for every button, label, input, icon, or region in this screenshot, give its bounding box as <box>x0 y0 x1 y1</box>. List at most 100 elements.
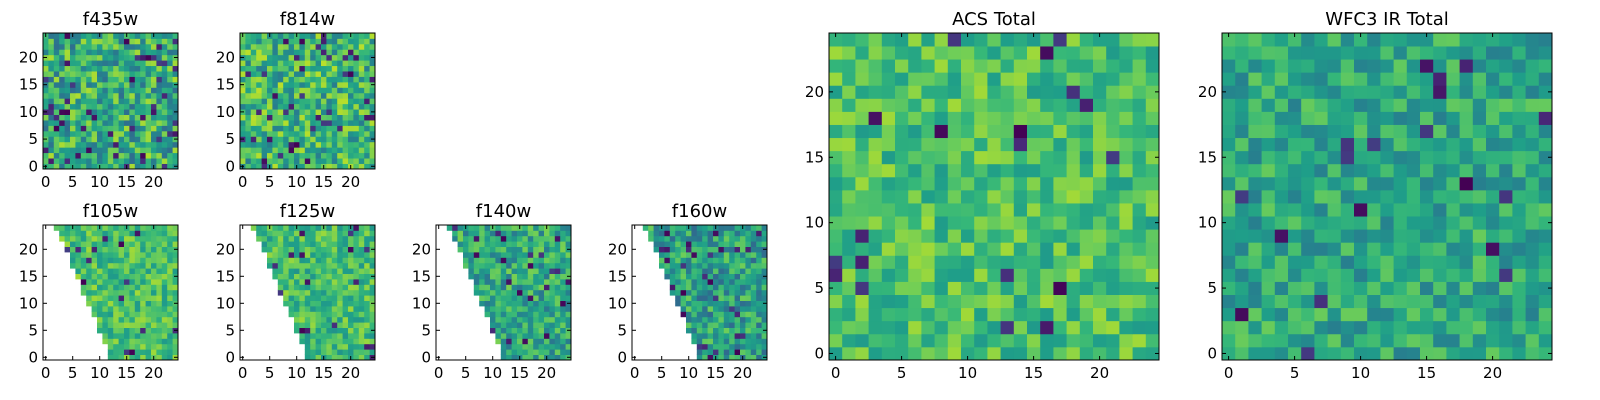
heatmap-cell <box>310 235 316 242</box>
heatmap-cell <box>1027 46 1041 60</box>
heatmap-cell <box>304 246 311 253</box>
y-tick-label: 10 <box>216 294 235 312</box>
heatmap-cell <box>161 306 168 312</box>
heatmap-cell <box>348 273 354 280</box>
heatmap-cell <box>48 81 55 88</box>
heatmap-cell <box>921 189 935 204</box>
heatmap-cell <box>1274 85 1289 99</box>
heatmap-cell <box>358 60 365 67</box>
x-tick-label: 10 <box>287 364 306 382</box>
heatmap-cell <box>1486 281 1500 295</box>
x-tick-label: 15 <box>1417 364 1436 382</box>
heatmap-cell <box>1040 150 1054 165</box>
heatmap-cell <box>1327 203 1342 217</box>
heatmap-cell <box>118 76 125 83</box>
heatmap-cell <box>829 281 843 295</box>
heatmap-cell <box>750 349 757 355</box>
heatmap-cell <box>707 316 714 323</box>
heatmap-cell <box>1222 307 1236 322</box>
heatmap-cell <box>124 349 130 355</box>
heatmap-cell <box>337 262 343 269</box>
heatmap-cell <box>842 268 856 282</box>
heatmap-cell <box>1406 255 1421 269</box>
heatmap-cell <box>1248 203 1262 217</box>
heatmap-cell <box>113 262 119 269</box>
heatmap-cell <box>337 349 343 355</box>
heatmap-cell <box>331 262 338 269</box>
heatmap-cell <box>756 311 762 318</box>
heatmap-cell <box>756 257 762 264</box>
heatmap-cell <box>156 92 163 99</box>
heatmap-cell <box>696 316 703 323</box>
heatmap-cell <box>151 98 157 105</box>
heatmap-cell <box>315 279 322 285</box>
heatmap-cell <box>895 176 909 191</box>
heatmap-cell <box>331 152 338 159</box>
heatmap-cell <box>895 255 909 269</box>
heatmap-cell <box>326 60 333 67</box>
heatmap-cell <box>1027 137 1041 152</box>
heatmap-cell <box>145 98 152 105</box>
heatmap-cell <box>511 262 518 269</box>
heatmap-cell <box>761 241 768 247</box>
heatmap-cell <box>500 295 507 301</box>
heatmap-cell <box>549 354 556 361</box>
heatmap-cell <box>533 322 539 328</box>
heatmap-cell <box>934 72 949 86</box>
heatmap-cell <box>1288 72 1302 86</box>
heatmap-cell <box>310 120 316 126</box>
heatmap-cell <box>134 98 141 105</box>
heatmap-cell <box>921 268 935 282</box>
heatmap-cell <box>1093 346 1107 361</box>
heatmap-cell <box>1145 150 1160 165</box>
heatmap-cell <box>1486 163 1500 178</box>
heatmap-cell <box>829 203 843 217</box>
heatmap-cell <box>80 158 87 164</box>
heatmap-cell <box>1446 85 1460 99</box>
heatmap-cell <box>277 241 284 247</box>
heatmap-cell <box>59 71 65 77</box>
heatmap-cell <box>511 257 518 264</box>
heatmap-cell <box>315 136 322 143</box>
heatmap-cell <box>172 349 179 355</box>
heatmap-cell <box>1340 203 1355 217</box>
y-tick-label: 15 <box>19 267 38 285</box>
heatmap-cell <box>895 59 909 73</box>
heatmap-cell <box>484 262 491 269</box>
x-tick-label: 5 <box>265 364 275 382</box>
heatmap-cell <box>326 295 333 301</box>
heatmap-cell <box>934 203 949 217</box>
heatmap-cell <box>151 114 157 121</box>
heatmap-cell <box>310 300 316 307</box>
heatmap-cell <box>353 87 360 94</box>
heatmap-cell <box>533 246 539 253</box>
heatmap-cell <box>364 306 370 312</box>
heatmap-cell <box>294 92 300 99</box>
heatmap-cell <box>522 316 529 323</box>
heatmap-cell <box>1235 307 1249 322</box>
heatmap-cell <box>718 349 725 355</box>
heatmap-cell <box>277 230 284 237</box>
heatmap-cell <box>554 246 561 253</box>
heatmap-cell <box>353 33 360 39</box>
heatmap-cell <box>118 60 125 67</box>
heatmap-cell <box>734 289 741 296</box>
heatmap-cell <box>364 300 370 307</box>
heatmap-cell <box>364 65 370 72</box>
heatmap-cell <box>118 49 125 56</box>
heatmap-cell <box>1000 229 1015 243</box>
heatmap-cell <box>80 71 87 77</box>
heatmap-cell <box>713 338 719 345</box>
heatmap-cell <box>1538 176 1553 191</box>
heatmap-cell <box>97 273 103 280</box>
heatmap-cell <box>310 43 316 50</box>
heatmap-cell <box>156 252 163 258</box>
heatmap-cell <box>315 262 322 269</box>
heatmap-cell <box>53 130 60 137</box>
heatmap-cell <box>80 257 87 264</box>
heatmap-cell <box>895 203 909 217</box>
heatmap-cell <box>1106 111 1120 125</box>
heatmap-cell <box>113 300 119 307</box>
heatmap-cell <box>1406 85 1421 99</box>
heatmap-cell <box>750 333 757 339</box>
